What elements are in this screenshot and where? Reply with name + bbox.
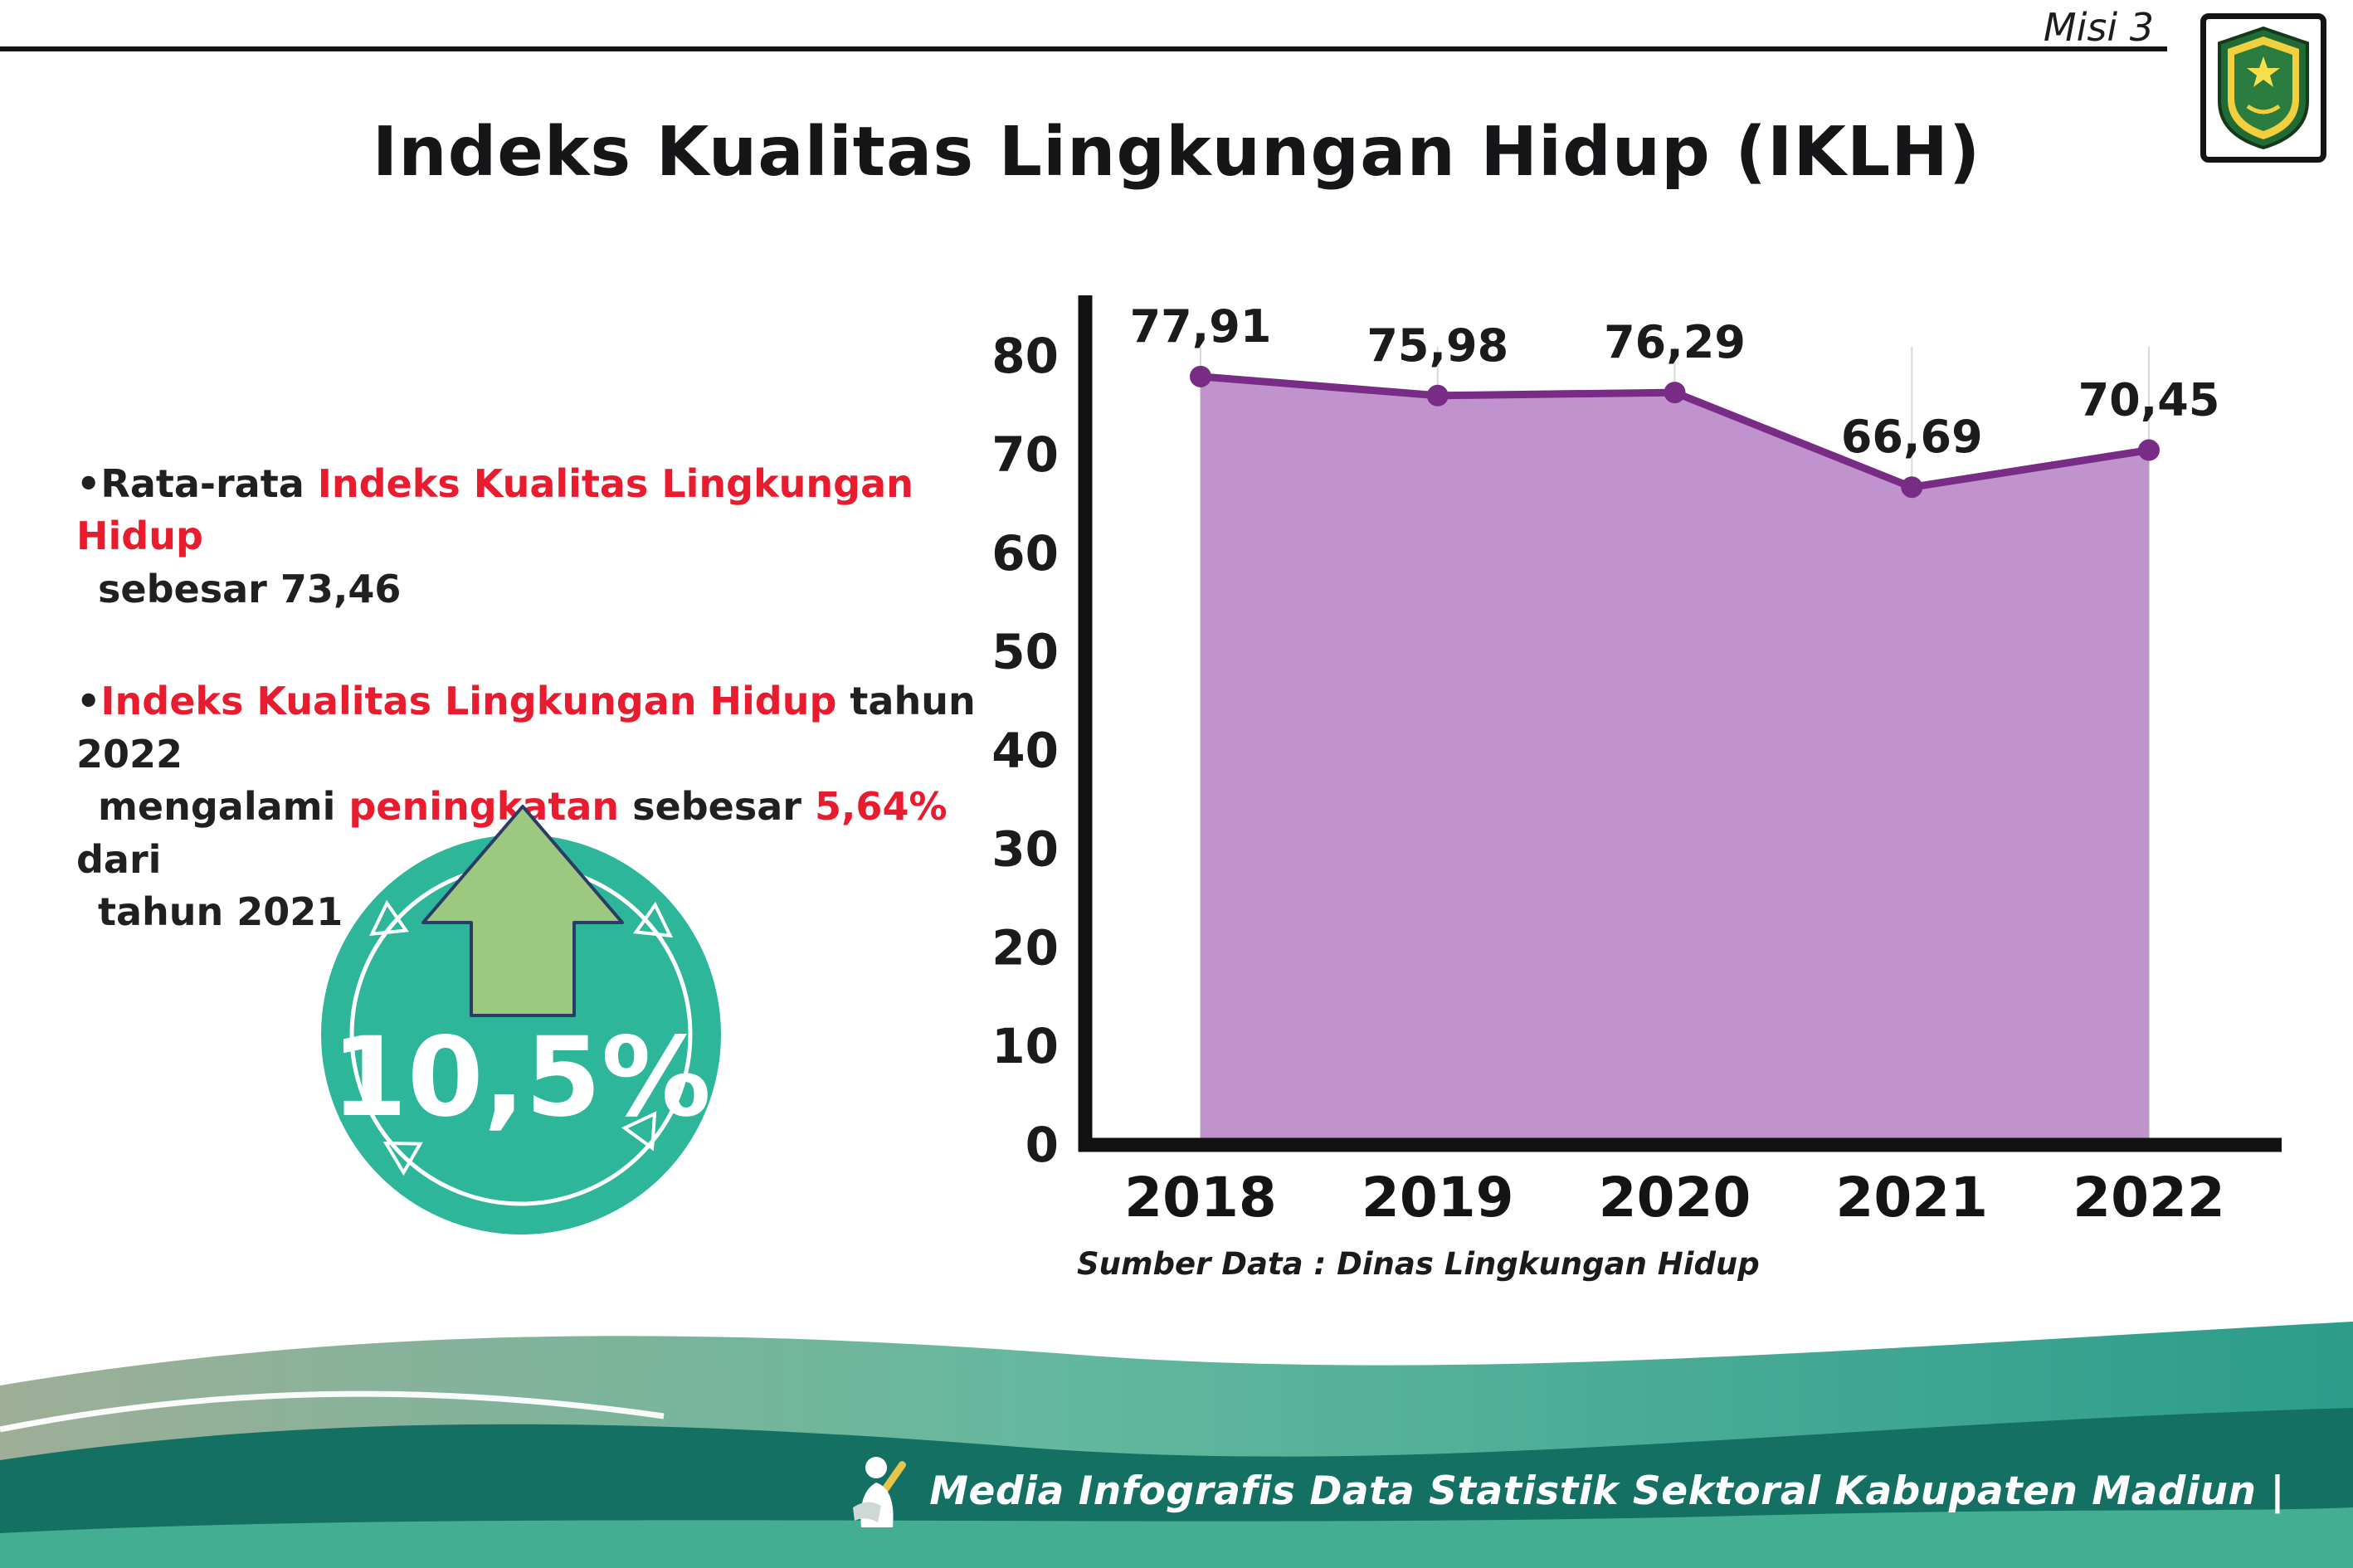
bullet-dot: • bbox=[76, 461, 101, 506]
footer-wave bbox=[0, 1322, 2353, 1568]
footer: Media Infografis Data Statistik Sektoral… bbox=[0, 1290, 2353, 1568]
kabupaten-madiun-logo bbox=[2218, 26, 2309, 150]
x-tick-label: 2018 bbox=[1124, 1166, 1277, 1230]
data-point bbox=[1664, 382, 1686, 404]
increase-badge: 10,5% bbox=[282, 798, 763, 1271]
y-tick-label: 80 bbox=[991, 328, 1059, 384]
y-tick-label: 70 bbox=[991, 426, 1059, 483]
y-tick-label: 30 bbox=[991, 821, 1059, 877]
y-tick-label: 50 bbox=[991, 624, 1059, 680]
data-point bbox=[1190, 365, 1211, 387]
iklh-area-chart: 77,91 75,98 76,29 66,69 70,45 0 10 20 30 40 50 60 70… bbox=[954, 289, 2323, 1293]
x-tick-label: 2020 bbox=[1599, 1166, 1751, 1230]
bullet-average-iklh: •Rata-rata Indeks Kualitas Lingkungan Hi… bbox=[76, 461, 913, 611]
y-tick-label: 60 bbox=[991, 525, 1059, 582]
point-label: 66,69 bbox=[1841, 411, 1983, 463]
x-tick-label: 2021 bbox=[1835, 1166, 1988, 1230]
data-point bbox=[1901, 476, 1923, 499]
y-tick-label: 40 bbox=[991, 723, 1059, 779]
top-rule bbox=[0, 46, 2167, 51]
data-point bbox=[2138, 439, 2160, 461]
bullet-dot: • bbox=[76, 679, 101, 724]
y-tick-label: 0 bbox=[1025, 1117, 1059, 1173]
logo-box bbox=[2200, 13, 2326, 163]
badge-value: 10,5% bbox=[331, 1014, 711, 1142]
point-label: 75,98 bbox=[1366, 319, 1508, 372]
infographic-person-icon bbox=[853, 1457, 907, 1527]
misi-label: Misi 3 bbox=[2043, 5, 2154, 50]
x-tick-label: 2019 bbox=[1362, 1166, 1514, 1230]
point-label: 70,45 bbox=[2078, 374, 2220, 426]
bullet-increase-iklh: •Indeks Kualitas Lingkungan Hidup tahun … bbox=[76, 679, 976, 935]
increase-arrow-icon bbox=[421, 805, 624, 1017]
point-label: 76,29 bbox=[1604, 316, 1746, 368]
point-label: 77,91 bbox=[1130, 300, 1272, 353]
chart-source: Sumber Data : Dinas Lingkungan Hidup bbox=[1077, 1246, 1760, 1282]
footer-credit: Media Infografis Data Statistik Sektoral… bbox=[845, 1453, 2285, 1529]
y-tick-label: 10 bbox=[991, 1018, 1059, 1074]
x-tick-label: 2022 bbox=[2073, 1166, 2225, 1230]
badge-circle bbox=[321, 835, 721, 1234]
badge-ring-triangles bbox=[368, 899, 674, 1176]
area-fill bbox=[1201, 376, 2149, 1146]
data-point bbox=[1426, 384, 1449, 407]
y-tick-label: 20 bbox=[991, 919, 1059, 976]
footer-text: Media Infografis Data Statistik Sektoral… bbox=[929, 1468, 2285, 1514]
bullet-list: •Rata-rata Indeks Kualitas Lingkungan Hi… bbox=[76, 458, 997, 999]
page-title: Indeks Kualitas Lingkungan Hidup (IKLH) bbox=[372, 113, 1981, 192]
